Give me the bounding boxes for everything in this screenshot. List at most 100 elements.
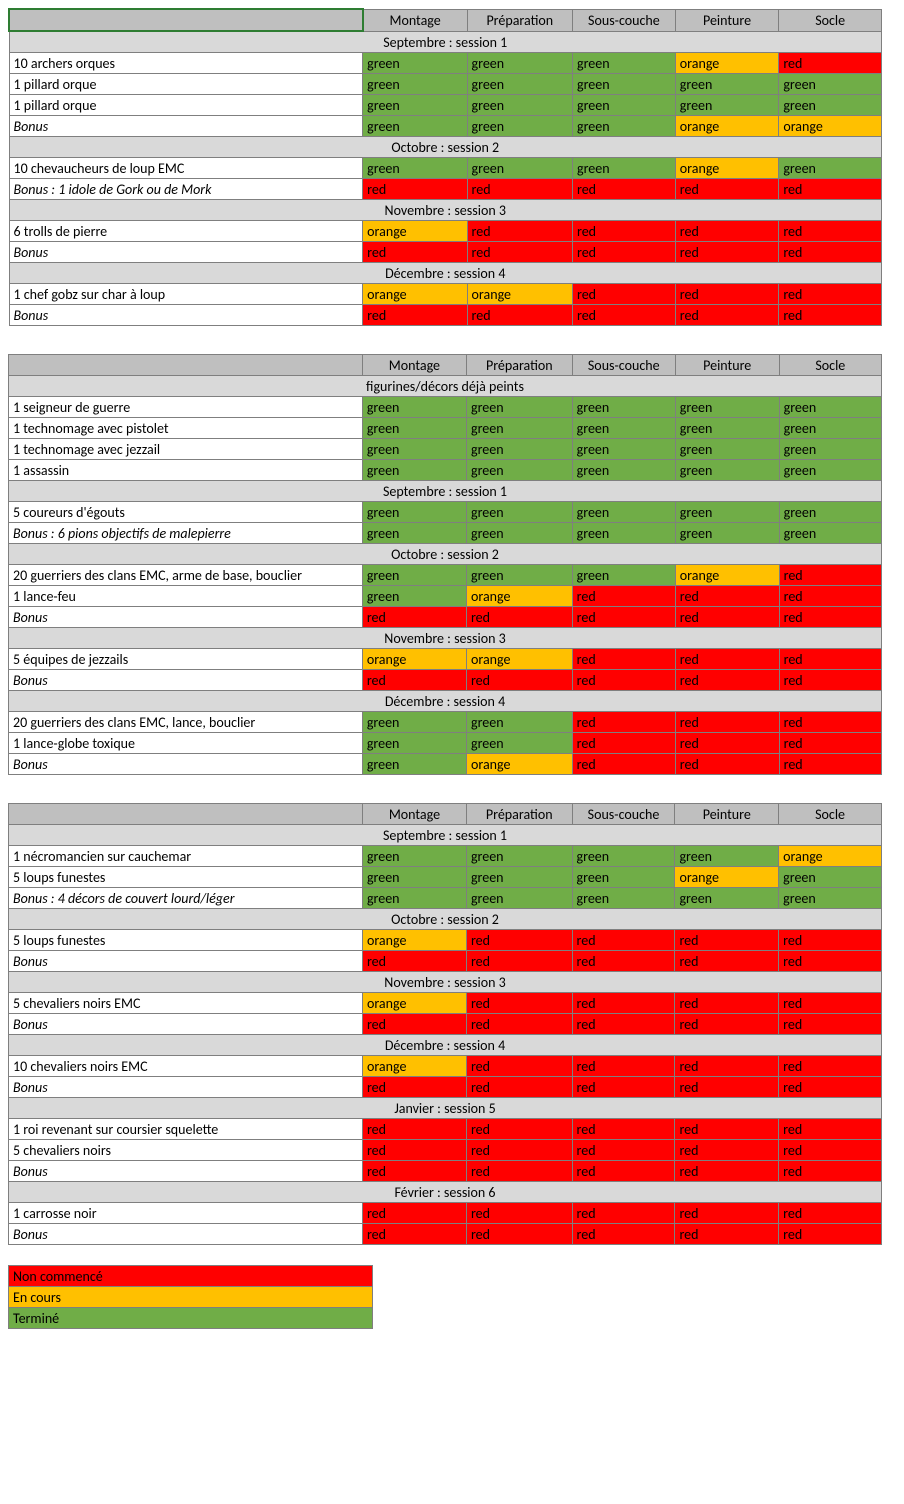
row-label: 1 nécromancien sur cauchemar <box>9 846 363 867</box>
header-corner <box>9 355 363 376</box>
table-row: Bonusredredredredred <box>9 607 882 628</box>
section-row: Février : session 6 <box>9 1182 882 1203</box>
status-cell: red <box>675 1203 779 1224</box>
status-cell: orange <box>466 649 572 670</box>
progress-table: MontagePréparationSous-couchePeintureSoc… <box>8 354 882 775</box>
row-label: Bonus : 6 pions objectifs de malepierre <box>9 523 363 544</box>
status-cell: green <box>573 53 676 74</box>
status-cell: green <box>572 439 675 460</box>
status-cell: red <box>362 670 466 691</box>
column-header: Montage <box>362 355 466 376</box>
row-label: Bonus <box>9 951 363 972</box>
status-cell: green <box>675 888 779 909</box>
status-cell: red <box>572 1014 675 1035</box>
status-cell: red <box>362 1203 466 1224</box>
status-cell: green <box>675 460 779 481</box>
status-cell: red <box>572 1224 675 1245</box>
table-row: Bonusgreenorangeredredred <box>9 754 882 775</box>
status-cell: red <box>363 305 467 326</box>
header-corner <box>9 9 363 31</box>
status-cell: red <box>675 179 779 200</box>
status-cell: orange <box>779 116 882 137</box>
status-cell: red <box>675 1056 779 1077</box>
table-row: 1 assassingreengreengreengreengreen <box>9 460 882 481</box>
status-cell: green <box>779 460 881 481</box>
status-cell: red <box>779 1140 882 1161</box>
status-cell: green <box>362 460 466 481</box>
table-row: 1 lance-globe toxiquegreengreenredredred <box>9 733 882 754</box>
section-row: Septembre : session 1 <box>9 31 882 53</box>
status-cell: red <box>675 951 779 972</box>
status-cell: red <box>779 1056 882 1077</box>
status-cell: green <box>779 397 881 418</box>
status-cell: green <box>779 439 881 460</box>
status-cell: green <box>362 846 466 867</box>
status-cell: green <box>572 397 675 418</box>
row-label: 5 coureurs d'égouts <box>9 502 363 523</box>
table-row: 1 roi revenant sur coursier squelettered… <box>9 1119 882 1140</box>
status-cell: red <box>466 1224 572 1245</box>
section-row: Septembre : session 1 <box>9 825 882 846</box>
row-label: Bonus <box>9 1161 363 1182</box>
status-cell: red <box>572 733 675 754</box>
status-cell: red <box>362 1161 466 1182</box>
table-row: 1 nécromancien sur cauchemargreengreengr… <box>9 846 882 867</box>
status-cell: red <box>362 1119 466 1140</box>
status-cell: green <box>362 754 466 775</box>
row-label: Bonus <box>9 1224 363 1245</box>
table-row: Bonus : 6 pions objectifs de malepierre g… <box>9 523 882 544</box>
status-cell: red <box>675 712 779 733</box>
header-row: MontagePréparationSous-couchePeintureSoc… <box>9 9 882 31</box>
column-header: Montage <box>363 9 467 31</box>
status-cell: green <box>467 158 572 179</box>
row-label: Bonus <box>9 242 363 263</box>
section-row: Janvier : session 5 <box>9 1098 882 1119</box>
blank-cell <box>475 1287 577 1308</box>
status-cell: red <box>573 242 676 263</box>
status-cell: red <box>466 1014 572 1035</box>
status-cell: red <box>675 1119 779 1140</box>
status-cell: orange <box>675 158 779 179</box>
status-cell: green <box>362 733 466 754</box>
table-row: 10 archers orquesgreengreengreenorangere… <box>9 53 882 74</box>
status-cell: red <box>572 951 675 972</box>
section-title: Décembre : session 4 <box>9 263 882 284</box>
status-cell: red <box>466 951 572 972</box>
row-label: 10 chevaliers noirs EMC <box>9 1056 363 1077</box>
table-row: Bonusredredredredred <box>9 1014 882 1035</box>
status-cell: red <box>573 221 676 242</box>
section-title: Novembre : session 3 <box>9 200 882 221</box>
table-row: Bonus : 1 idole de Gork ou de Morkredred… <box>9 179 882 200</box>
section-row: Octobre : session 2 <box>9 544 882 565</box>
status-cell: red <box>675 586 779 607</box>
blank-cell <box>577 1266 679 1287</box>
table-row: 5 loups funestesgreengreengreenorangegre… <box>9 867 882 888</box>
row-label: Bonus <box>9 305 363 326</box>
status-cell: red <box>572 607 675 628</box>
status-cell: green <box>779 95 882 116</box>
status-cell: green <box>675 439 779 460</box>
status-cell: red <box>779 670 881 691</box>
progress-table: MontagePréparationSous-couchePeintureSoc… <box>8 803 882 1245</box>
status-cell: red <box>572 1119 675 1140</box>
status-cell: green <box>466 397 572 418</box>
status-cell: red <box>466 670 572 691</box>
status-cell: green <box>573 116 676 137</box>
status-cell: orange <box>675 867 779 888</box>
status-cell: green <box>779 867 882 888</box>
status-cell: red <box>572 670 675 691</box>
status-cell: green <box>779 523 881 544</box>
status-cell: red <box>572 1203 675 1224</box>
row-label: 5 chevaliers noirs <box>9 1140 363 1161</box>
status-cell: green <box>675 502 779 523</box>
status-cell: red <box>362 1224 466 1245</box>
status-cell: green <box>362 888 466 909</box>
blank-cell <box>780 1308 882 1329</box>
blank-cell <box>780 1266 882 1287</box>
row-label: 20 guerriers des clans EMC, lance, boucl… <box>9 712 363 733</box>
status-cell: red <box>779 733 881 754</box>
row-label: 5 chevaliers noirs EMC <box>9 993 363 1014</box>
status-cell: green <box>362 439 466 460</box>
status-cell: green <box>572 418 675 439</box>
section-row: Novembre : session 3 <box>9 200 882 221</box>
